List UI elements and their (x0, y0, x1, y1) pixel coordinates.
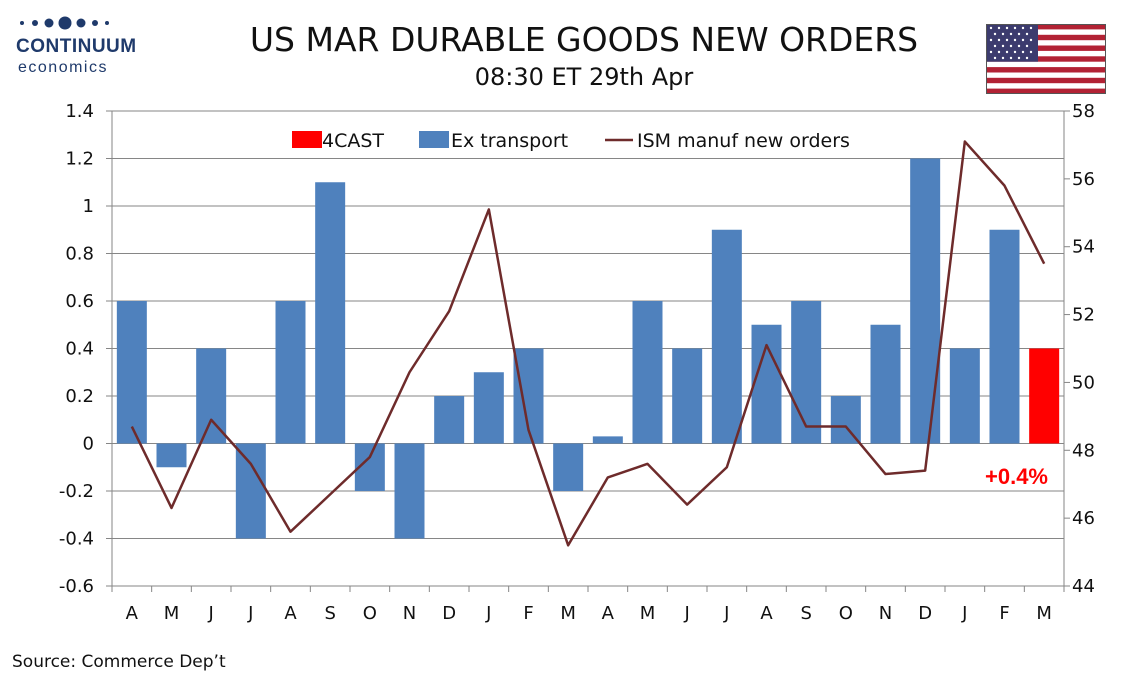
left-tick-label: 0.2 (65, 386, 94, 407)
x-tick-label: M (640, 603, 656, 624)
x-tick-label: M (560, 603, 576, 624)
bars (116, 158, 1060, 539)
x-tick-label: J (485, 603, 491, 624)
bar-ex-transport (870, 324, 901, 444)
x-tick-label: A (284, 603, 297, 624)
left-tick-label: -0.4 (59, 529, 94, 550)
brand-subtitle: economics (18, 59, 108, 76)
x-tick-label: S (324, 603, 335, 624)
x-tick-label: M (164, 603, 180, 624)
bar-ex-transport (751, 324, 782, 444)
tick-labels: 1.4 1.2 1 0.8 0.6 0.4 0.2 0 -0.2 -0.4 -0.6 58 56 54 52… (59, 101, 1095, 624)
x-tick-label: O (363, 603, 377, 624)
forecast-annotation: +0.4% (985, 464, 1048, 489)
x-tick-label: F (999, 603, 1009, 624)
right-tick-label: 48 (1072, 440, 1095, 461)
left-tick-label: 0 (83, 434, 94, 455)
x-tick-label: F (523, 603, 533, 624)
bar-ex-transport (791, 301, 822, 444)
legend-label-4cast: 4CAST (322, 130, 384, 152)
x-tick-label: A (602, 603, 615, 624)
chart-title: US MAR DURABLE GOODS NEW ORDERS (249, 20, 919, 59)
us-flag-icon (986, 24, 1106, 94)
right-tick-label: 52 (1072, 305, 1095, 326)
bar-ex-transport (394, 443, 425, 539)
x-tick-label: J (208, 603, 214, 624)
bar-ex-transport (672, 348, 703, 444)
bar-ex-transport (632, 301, 663, 444)
logo-dots-icon (20, 16, 109, 30)
x-tick-label: A (760, 603, 773, 624)
right-tick-label: 50 (1072, 372, 1095, 393)
bar-ex-transport (592, 436, 623, 444)
x-tick-label: D (918, 603, 932, 624)
source-note: Source: Commerce Dep’t (12, 652, 226, 672)
x-tick-label: A (126, 603, 139, 624)
x-tick-label: J (684, 603, 690, 624)
bar-ex-transport (116, 301, 147, 444)
x-tick-label: J (961, 603, 967, 624)
bar-ex-transport (711, 229, 742, 444)
x-tick-label: N (879, 603, 892, 624)
bar-ex-transport (989, 229, 1020, 444)
legend-label-ex-transport: Ex transport (451, 130, 568, 152)
bar-ex-transport (275, 301, 306, 444)
bar-ex-transport (235, 443, 266, 539)
ism-line (130, 140, 1046, 547)
bar-ex-transport (156, 443, 187, 468)
left-tick-label: -0.2 (59, 481, 94, 502)
bar-ex-transport (315, 182, 346, 444)
left-tick-label: 0.6 (65, 291, 94, 312)
left-tick-label: 0.8 (65, 244, 94, 265)
bar-ex-transport (830, 396, 861, 444)
legend-label-ism: ISM manuf new orders (637, 130, 850, 152)
bar-ex-transport (910, 158, 941, 444)
brand-name: CONTINUUM (16, 36, 137, 57)
x-tick-label: S (800, 603, 811, 624)
x-tick-label: O (839, 603, 853, 624)
left-tick-label: -0.6 (59, 576, 94, 597)
bar-4cast (1029, 348, 1060, 444)
chart-subtitle: 08:30 ET 29th Apr (474, 63, 694, 91)
bar-ex-transport (473, 372, 504, 444)
left-tick-label: 1.4 (65, 101, 94, 122)
right-tick-label: 58 (1072, 101, 1095, 122)
axes (106, 110, 1070, 592)
left-tick-label: 1.2 (65, 149, 94, 170)
bar-ex-transport (196, 348, 227, 444)
x-tick-label: N (403, 603, 416, 624)
left-tick-label: 0.4 (65, 339, 94, 360)
left-tick-label: 1 (83, 196, 94, 217)
ism-line-layer (130, 140, 1046, 547)
x-tick-label: J (247, 603, 253, 624)
x-tick-label: J (723, 603, 729, 624)
legend: 4CAST Ex transport ISM manuf new orders (292, 130, 850, 152)
x-tick-label: M (1036, 603, 1052, 624)
right-tick-label: 46 (1072, 508, 1095, 529)
bar-ex-transport (434, 396, 465, 444)
bar-ex-transport (949, 348, 980, 444)
x-tick-label: D (442, 603, 456, 624)
bar-ex-transport (553, 443, 584, 491)
right-tick-label: 44 (1072, 576, 1095, 597)
right-tick-label: 56 (1072, 169, 1095, 190)
right-tick-label: 54 (1072, 237, 1095, 258)
legend-swatch-4cast (292, 131, 322, 148)
legend-swatch-ex-transport (419, 131, 449, 148)
